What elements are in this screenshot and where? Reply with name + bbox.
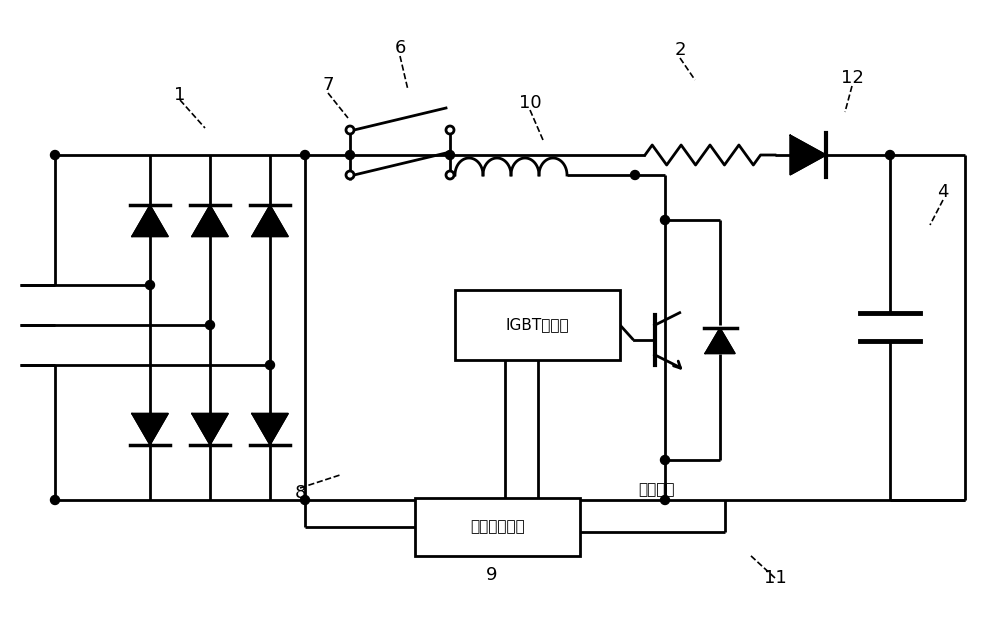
Circle shape xyxy=(631,171,640,179)
Polygon shape xyxy=(705,328,735,353)
Circle shape xyxy=(146,281,155,289)
Circle shape xyxy=(446,171,454,179)
Text: 4: 4 xyxy=(937,183,949,201)
Text: 12: 12 xyxy=(841,69,863,87)
Text: 7: 7 xyxy=(322,76,334,94)
Text: 11: 11 xyxy=(764,569,786,587)
Text: 8: 8 xyxy=(294,484,306,502)
Circle shape xyxy=(660,455,670,465)
Bar xyxy=(415,498,580,556)
Circle shape xyxy=(886,151,894,159)
Circle shape xyxy=(346,126,354,134)
Text: 反馈控制电路: 反馈控制电路 xyxy=(470,520,525,535)
Text: IGBT驱动器: IGBT驱动器 xyxy=(506,318,569,332)
Text: 2: 2 xyxy=(674,41,686,59)
Circle shape xyxy=(446,126,454,134)
Circle shape xyxy=(660,496,670,504)
Polygon shape xyxy=(192,413,228,445)
Polygon shape xyxy=(132,413,168,445)
Polygon shape xyxy=(790,135,826,175)
Circle shape xyxy=(266,360,275,370)
Polygon shape xyxy=(252,413,288,445)
Circle shape xyxy=(660,216,670,224)
Text: 电压反馈: 电压反馈 xyxy=(638,483,674,497)
Text: 9: 9 xyxy=(486,566,498,584)
Circle shape xyxy=(446,151,454,159)
Circle shape xyxy=(346,151,355,159)
Text: 10: 10 xyxy=(519,94,541,112)
Polygon shape xyxy=(132,205,168,237)
Text: 1: 1 xyxy=(174,86,186,104)
Circle shape xyxy=(51,496,60,504)
Text: 6: 6 xyxy=(394,39,406,57)
Circle shape xyxy=(346,171,354,179)
Circle shape xyxy=(301,151,310,159)
Polygon shape xyxy=(252,205,288,237)
Circle shape xyxy=(51,151,60,159)
Circle shape xyxy=(301,496,310,504)
Circle shape xyxy=(206,321,215,329)
Bar xyxy=(455,290,620,360)
Polygon shape xyxy=(192,205,228,237)
